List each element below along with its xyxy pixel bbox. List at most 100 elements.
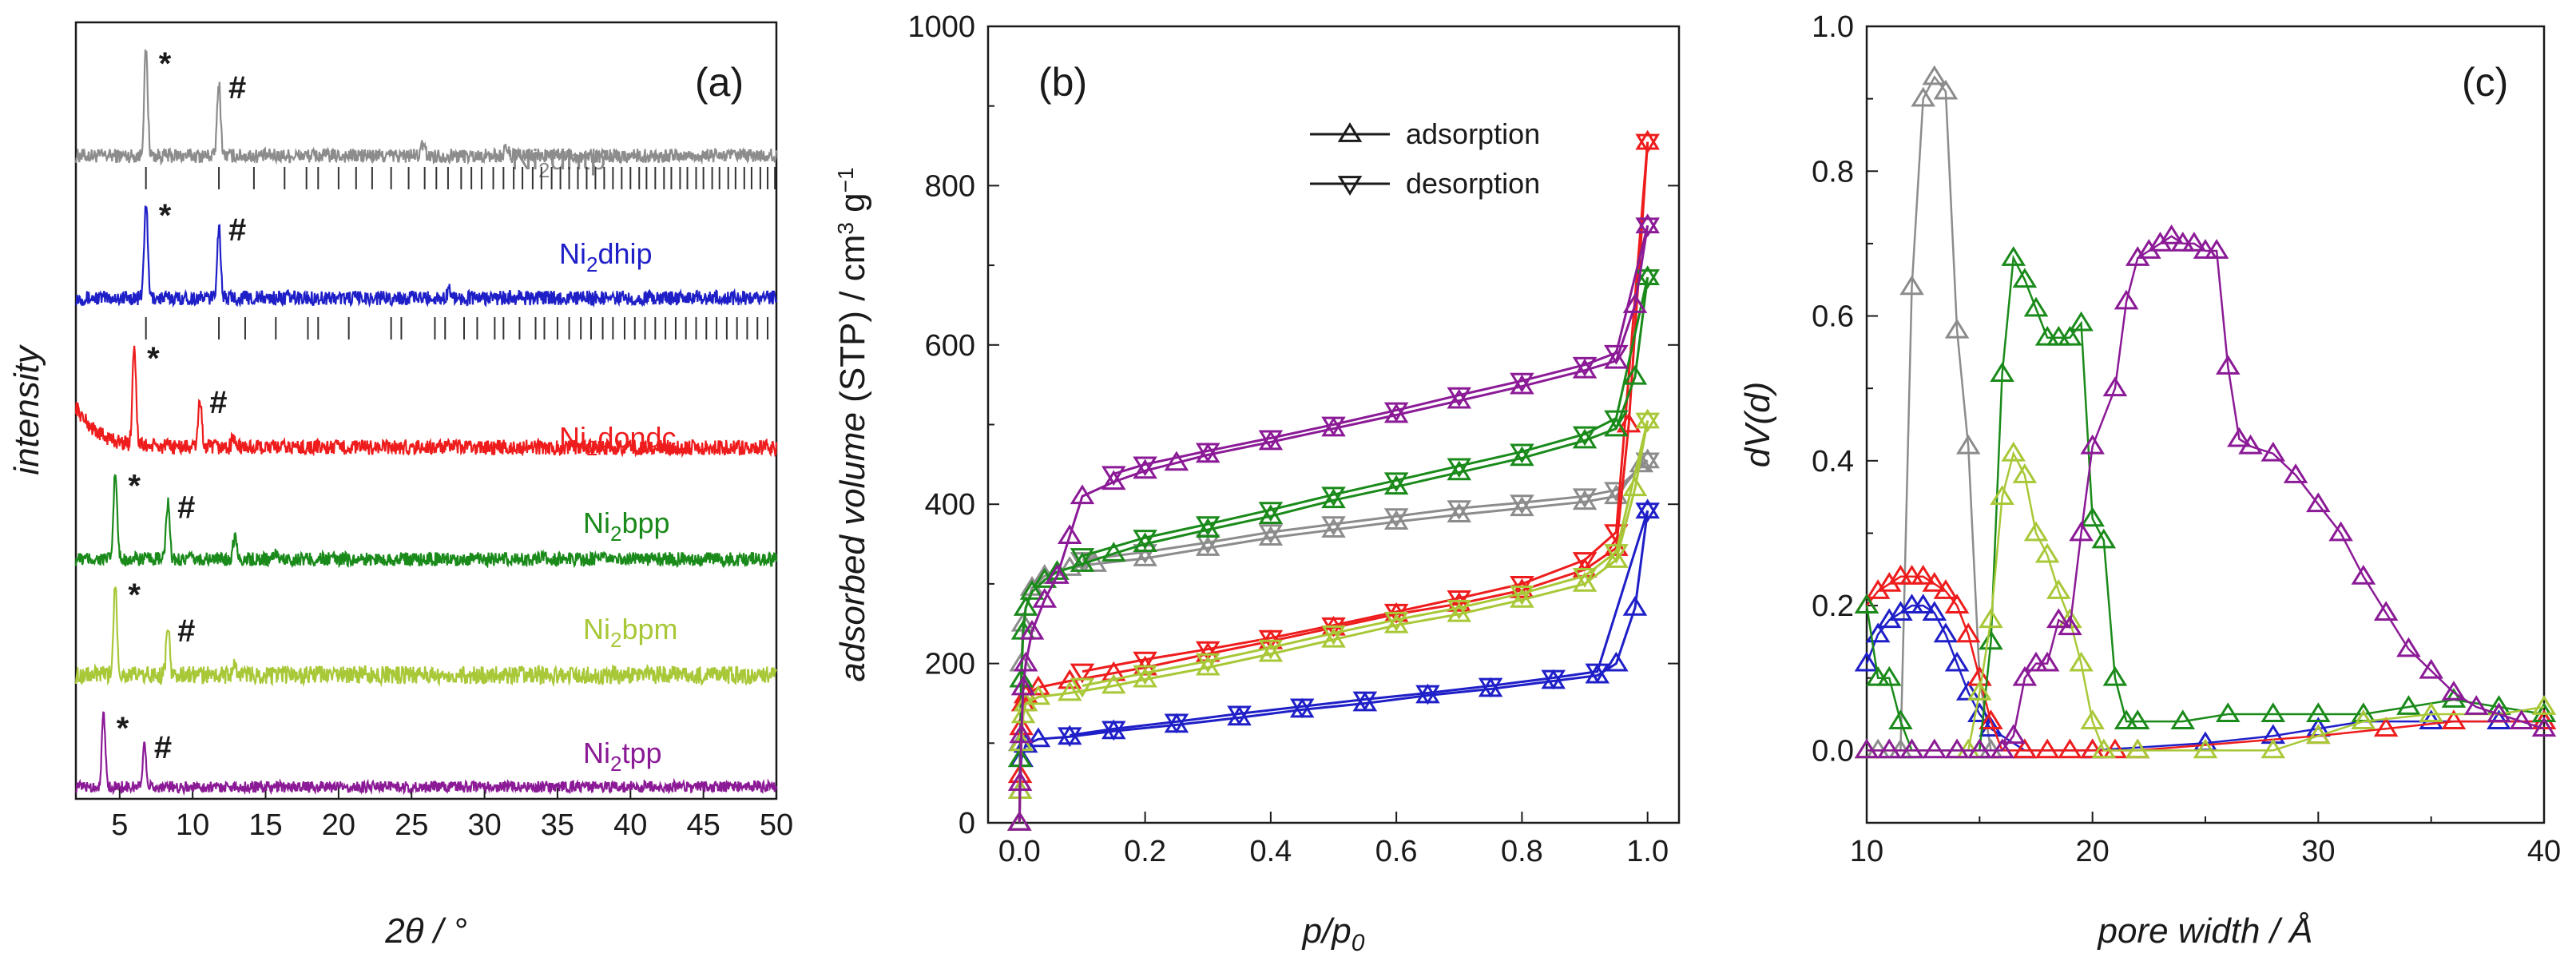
desorption-point xyxy=(1572,426,1598,447)
psd-Ni2dhtp xyxy=(1854,65,2003,759)
adsorption-point xyxy=(1070,484,1095,505)
psd-point xyxy=(2012,463,2038,483)
desorption-point xyxy=(1258,524,1284,544)
y-axis-title: intensity xyxy=(7,344,46,475)
desorption-point xyxy=(1447,500,1472,521)
psd-point xyxy=(2046,579,2071,599)
psd-point xyxy=(2058,615,2082,636)
adsorption-point xyxy=(1019,619,1045,640)
adsorption-point xyxy=(1447,591,1472,612)
y-tick-label: 0.4 xyxy=(1812,445,1854,479)
x-tick-label: 15 xyxy=(248,808,282,842)
adsorption-point xyxy=(1572,428,1598,449)
desorption-point xyxy=(1447,590,1472,610)
adsorption-point xyxy=(1572,358,1598,379)
psd-Ni2bpp xyxy=(1854,246,2557,759)
adsorption-point xyxy=(1321,627,1346,648)
psd-point xyxy=(2373,717,2399,737)
desorption-point xyxy=(1321,416,1346,437)
adsorption-point xyxy=(1026,675,1051,696)
adsorption-point xyxy=(1572,490,1598,510)
psd-point xyxy=(1911,564,1935,585)
desorption-point xyxy=(1101,721,1126,741)
psd-line xyxy=(1867,451,2545,752)
series-label: Ni2bpm xyxy=(583,613,678,652)
legend: adsorption desorption xyxy=(1310,117,1540,200)
desorption-point xyxy=(1133,530,1157,550)
isotherm-Ni2tpp xyxy=(1007,213,1660,831)
series-label: Ni2dhtp xyxy=(511,143,606,182)
psd-point xyxy=(2306,492,2331,513)
desorption-point xyxy=(1572,356,1598,377)
adsorption-point xyxy=(1045,564,1070,584)
psd-point xyxy=(2034,738,2060,759)
desorption-point xyxy=(1478,677,1503,698)
psd-point xyxy=(1933,79,1959,100)
y-tick-label: 400 xyxy=(925,488,975,522)
y-tick-label: 0 xyxy=(959,807,975,840)
psd-point xyxy=(2283,463,2308,483)
x-tick-label: 0.6 xyxy=(1375,835,1418,868)
adsorption-point xyxy=(1510,587,1534,608)
psd-point xyxy=(2102,665,2128,686)
adsorption-point xyxy=(1133,546,1157,566)
pxrd-trace xyxy=(74,586,777,688)
pxrd-series-Ni2dondc: * # Ni2dondc xyxy=(74,341,778,460)
adsorption-point xyxy=(1622,476,1648,497)
adsorption-point xyxy=(1258,526,1284,546)
psd-point xyxy=(1979,709,2003,730)
adsorption-point xyxy=(1635,498,1660,519)
desorption-point xyxy=(1258,502,1284,522)
desorption-point xyxy=(1133,651,1157,672)
desorption-point xyxy=(1510,494,1534,515)
adsorption-point xyxy=(1383,510,1409,530)
psd-point xyxy=(1899,738,1924,759)
y-tick-label: 0.0 xyxy=(1812,734,1854,768)
desorption-point xyxy=(1383,472,1409,493)
psd-line xyxy=(1866,575,2544,752)
psd-point xyxy=(2159,224,2184,244)
psd-point xyxy=(2102,376,2128,397)
pxrd-series-Ni2bpp: * # Ni2bpp xyxy=(74,468,778,569)
x-tick-label: 10 xyxy=(176,808,209,842)
psd-point xyxy=(2181,232,2207,252)
desorption-line xyxy=(1082,459,1649,562)
desorption-line xyxy=(1069,510,1649,737)
psd-point xyxy=(1865,622,1891,643)
pxrd-trace xyxy=(75,711,778,796)
adsorption-point xyxy=(1013,595,1038,616)
psd-point xyxy=(2080,709,2105,730)
y-tick-label: 0.8 xyxy=(1812,155,1854,189)
panel-a-frame xyxy=(74,21,778,800)
x-tick-label: 20 xyxy=(2076,835,2110,868)
y-tick-label: 1000 xyxy=(907,10,975,44)
pxrd-trace xyxy=(74,49,778,166)
psd-point xyxy=(2328,521,2353,542)
hash-mark: # xyxy=(177,614,195,649)
psd-point xyxy=(2260,441,2286,462)
psd-point xyxy=(2419,658,2443,679)
adsorption-point xyxy=(1007,811,1032,831)
x-tick-label: 0.0 xyxy=(998,835,1041,868)
desorption-line xyxy=(1082,141,1649,673)
x-tick-label: 40 xyxy=(2527,835,2561,868)
psd-point xyxy=(2091,738,2117,759)
psd-point xyxy=(2080,506,2105,527)
adsorption-point xyxy=(1195,536,1221,556)
adsorption-point xyxy=(1383,613,1409,633)
desorption-point xyxy=(1258,430,1284,451)
adsorption-point xyxy=(1101,673,1126,694)
adsorption-point xyxy=(1622,364,1648,385)
desorption-point xyxy=(1070,677,1095,698)
psd-point xyxy=(2238,434,2263,455)
psd-point xyxy=(1990,362,2014,382)
adsorption-point xyxy=(1604,348,1629,369)
legend-label-desorption: desorption xyxy=(1406,167,1540,200)
x-axis-title: 2θ / ° xyxy=(384,911,467,951)
desorption-line xyxy=(1113,224,1649,475)
adsorption-point xyxy=(1572,572,1598,592)
psd-point xyxy=(1911,594,1935,614)
psd-point xyxy=(1922,65,1947,85)
x-tick-label: 35 xyxy=(541,808,574,842)
pxrd-series-Ni2bpm: * # Ni2bpm xyxy=(74,578,777,688)
